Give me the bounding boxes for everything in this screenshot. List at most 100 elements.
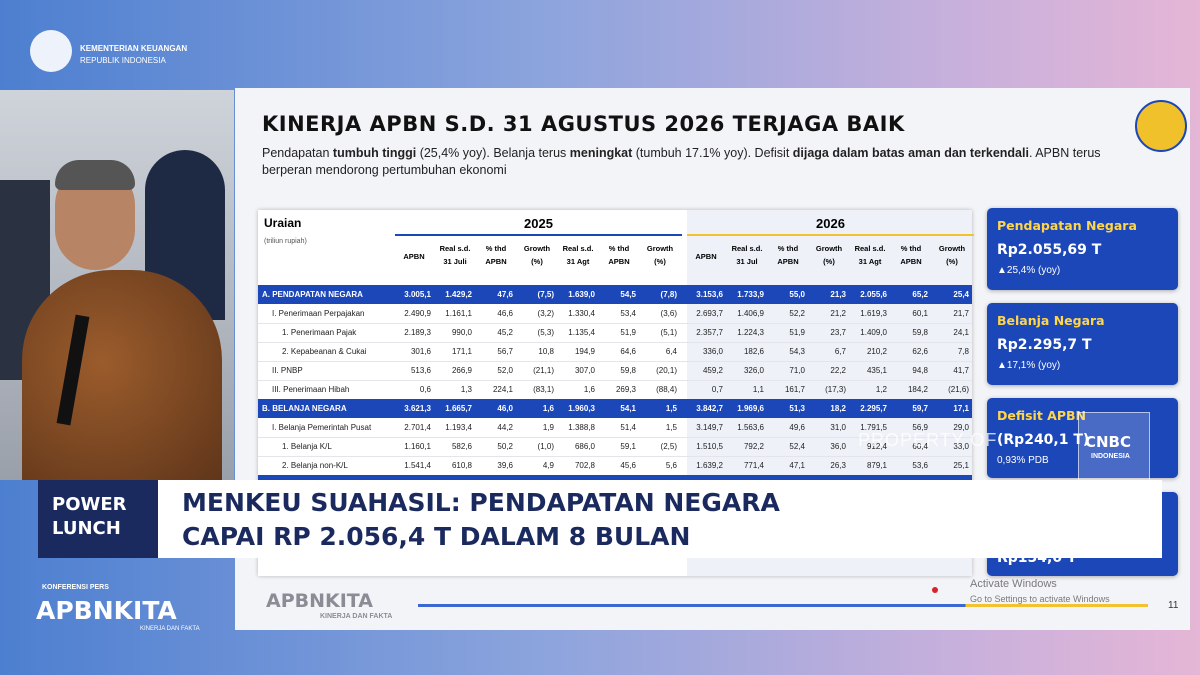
ministry-logo bbox=[1135, 100, 1187, 152]
table-cell: 879,1 bbox=[866, 461, 887, 470]
table-cell: 51,4 bbox=[620, 423, 636, 432]
show-badge: POWER LUNCH bbox=[38, 480, 158, 558]
table-cell: 3.005,1 bbox=[404, 290, 431, 299]
column-header-line: APBN bbox=[403, 252, 425, 261]
table-cell: 336,0 bbox=[702, 347, 723, 356]
windows-notice: Activate Windows bbox=[970, 578, 1057, 590]
table-cell: 459,2 bbox=[702, 366, 723, 375]
event-tagline: KINERJA DAN FAKTA bbox=[140, 626, 200, 632]
summary-card: Belanja Negara Rp2.295,7 T ▲17,1% (yoy) bbox=[987, 303, 1178, 385]
column-header-line: (%) bbox=[823, 257, 835, 266]
column-header: % thd APBN bbox=[600, 242, 638, 268]
column-header-line: APBN bbox=[608, 257, 630, 266]
table-cell: (21,1) bbox=[533, 366, 554, 375]
column-header-line: (%) bbox=[531, 257, 543, 266]
table-cell: 1,2 bbox=[875, 385, 887, 394]
table-cell: 582,6 bbox=[451, 442, 472, 451]
table-cell: (2,5) bbox=[660, 442, 677, 451]
show-name: LUNCH bbox=[52, 518, 121, 539]
column-header-line: APBN bbox=[777, 257, 799, 266]
progress-bar bbox=[418, 604, 1148, 607]
table-cell: (83,1) bbox=[533, 385, 554, 394]
row-label: III. Penerimaan Hibah bbox=[272, 385, 350, 394]
row-label: 1. Penerimaan Pajak bbox=[282, 328, 357, 337]
table-cell: 3.621,3 bbox=[404, 404, 431, 413]
column-header: Real s.d. 31 Agt bbox=[559, 242, 597, 268]
slide-subtitle: Pendapatan tumbuh tinggi (25,4% yoy). Be… bbox=[262, 145, 1142, 179]
row-label: 2. Kepabeanan & Cukai bbox=[282, 347, 367, 356]
table-cell: 54,3 bbox=[789, 347, 805, 356]
row-label: 1. Belanja K/L bbox=[282, 442, 332, 451]
table-cell: 7,8 bbox=[957, 347, 969, 356]
column-header: Growth (%) bbox=[641, 242, 679, 268]
column-header-line: Real s.d. bbox=[731, 244, 763, 253]
row-label: A. PENDAPATAN NEGARA bbox=[262, 290, 363, 299]
card-label: Defisit APBN bbox=[997, 408, 1086, 423]
table-cell: 1,3 bbox=[460, 385, 472, 394]
table-cell: 210,2 bbox=[866, 347, 887, 356]
card-label: Belanja Negara bbox=[997, 313, 1105, 328]
table-cell: 22,2 bbox=[830, 366, 846, 375]
table-cell: 55,0 bbox=[789, 290, 805, 299]
table-cell: 792,2 bbox=[743, 442, 764, 451]
table-cell: 1.639,0 bbox=[568, 290, 595, 299]
table-cell: 224,1 bbox=[492, 385, 513, 394]
table-cell: 1.665,7 bbox=[445, 404, 472, 413]
column-header: Growth (%) bbox=[810, 242, 848, 268]
table-cell: (3,6) bbox=[660, 309, 677, 318]
channel-country: INDONESIA bbox=[1091, 453, 1130, 460]
table-cell: 64,6 bbox=[620, 347, 636, 356]
subtitle-segment: (25,4% yoy). Belanja terus bbox=[416, 146, 570, 160]
table-row: A. PENDAPATAN NEGARA 3.005,1 1.429,2 47,6 (7… bbox=[258, 285, 972, 304]
watermark: PROPERTY OF bbox=[858, 430, 998, 450]
table-cell: 307,0 bbox=[574, 366, 595, 375]
table-cell: 54,5 bbox=[620, 290, 636, 299]
headline: MENKEU SUAHASIL: PENDAPATAN NEGARA bbox=[182, 488, 780, 517]
column-header-line: APBN bbox=[900, 257, 922, 266]
subtitle-segment: tumbuh tinggi bbox=[332, 146, 417, 160]
table-cell: 1.409,0 bbox=[860, 328, 887, 337]
table-cell: 5,6 bbox=[665, 461, 677, 470]
column-header-line: APBN bbox=[695, 252, 717, 261]
table-cell: 301,6 bbox=[410, 347, 431, 356]
table-cell: 2.701,4 bbox=[404, 423, 431, 432]
table-cell: 2.693,7 bbox=[696, 309, 723, 318]
column-header-line: (%) bbox=[654, 257, 666, 266]
table-cell: 47,1 bbox=[789, 461, 805, 470]
table-cell: 0,6 bbox=[419, 385, 431, 394]
pointer-dot bbox=[932, 587, 938, 593]
table-cell: 51,9 bbox=[620, 328, 636, 337]
year-header: 2026 bbox=[816, 216, 845, 231]
slide-logo: APBNKITA bbox=[266, 590, 373, 612]
table-cell: (3,2) bbox=[537, 309, 554, 318]
table-cell: 33,0 bbox=[953, 442, 969, 451]
table-cell: 51,9 bbox=[789, 328, 805, 337]
column-header-line: Real s.d. bbox=[562, 244, 594, 253]
subtitle-segment: . APBN terus berperan mendorong pertumbu… bbox=[262, 146, 1101, 177]
column-header: Real s.d. 31 Agt bbox=[851, 242, 889, 268]
table-cell: 1.619,3 bbox=[860, 309, 887, 318]
table-cell: 41,7 bbox=[953, 366, 969, 375]
slide-logo-tagline: KINERJA DAN FAKTA bbox=[320, 613, 393, 620]
table-cell: 1.510,5 bbox=[696, 442, 723, 451]
table-cell: 59,7 bbox=[912, 404, 928, 413]
table-cell: 46,0 bbox=[497, 404, 513, 413]
table-cell: (17,3) bbox=[825, 385, 846, 394]
speaker-hair bbox=[55, 160, 135, 190]
table-cell: 59,1 bbox=[620, 442, 636, 451]
column-header-line: Growth bbox=[815, 244, 843, 253]
card-value: (Rp240,1 T) bbox=[997, 432, 1090, 448]
table-cell: 71,0 bbox=[789, 366, 805, 375]
table-cell: 702,8 bbox=[574, 461, 595, 470]
table-cell: (5,1) bbox=[660, 328, 677, 337]
show-name: POWER bbox=[52, 494, 127, 515]
table-cell: 2.295,7 bbox=[860, 404, 887, 413]
event-label: KONFERENSI PERS bbox=[42, 584, 109, 591]
table-cell: 47,6 bbox=[497, 290, 513, 299]
table-cell: 1.429,2 bbox=[445, 290, 472, 299]
channel-name: CNBC bbox=[1085, 433, 1132, 451]
table-cell: 94,8 bbox=[912, 366, 928, 375]
table-cell: 56,7 bbox=[497, 347, 513, 356]
table-cell: 46,6 bbox=[497, 309, 513, 318]
table-cell: 1.388,8 bbox=[568, 423, 595, 432]
